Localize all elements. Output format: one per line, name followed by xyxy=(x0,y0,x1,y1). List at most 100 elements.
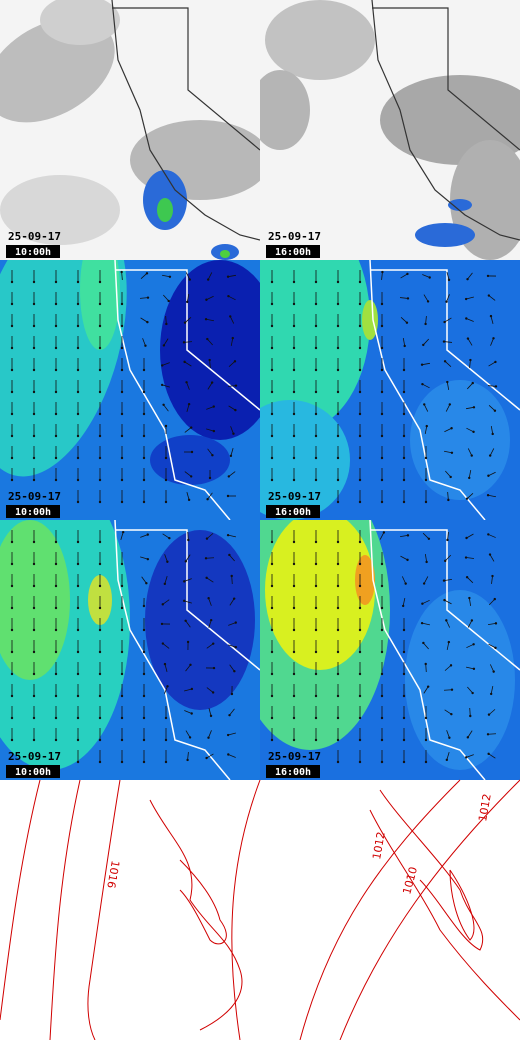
wind-arrow xyxy=(466,318,474,322)
wind-arrow-head xyxy=(471,381,474,385)
wind-arrow-head xyxy=(380,478,384,482)
wind-arrow-head xyxy=(465,317,468,320)
wind-arrow-head xyxy=(142,478,146,482)
wind-arrow-head xyxy=(32,368,36,372)
wind-arrow xyxy=(227,385,237,387)
wind-arrow xyxy=(400,316,408,324)
wind-arrow-head xyxy=(292,584,296,588)
wind-arrow-head xyxy=(76,280,80,284)
wind-arrow-head xyxy=(212,642,215,645)
wind-arrow-head xyxy=(54,716,58,720)
wind-arrow-head xyxy=(188,278,191,281)
wind-arrow-head xyxy=(76,500,80,504)
wind-arrow-head xyxy=(487,474,490,477)
wind-arrow-head xyxy=(32,584,36,588)
wind-arrow-head xyxy=(231,336,234,340)
wind-arrow xyxy=(446,730,450,738)
wind-arrow-head xyxy=(120,694,124,698)
wind-arrow-head xyxy=(292,434,296,438)
wind-arrow-head xyxy=(358,584,362,588)
wind-arrow-head xyxy=(233,670,236,673)
wind-arrow xyxy=(228,622,236,626)
wind-arrow xyxy=(207,338,213,346)
wind-arrow-head xyxy=(98,368,102,372)
wind-arrow-head xyxy=(450,451,454,454)
wind-arrow xyxy=(422,622,430,626)
wind-arrow xyxy=(447,491,449,501)
wind-arrow-head xyxy=(54,540,58,544)
wind-arrow xyxy=(163,294,169,302)
wind-arrow-head xyxy=(448,403,452,406)
wind-arrow xyxy=(488,404,496,412)
wind-arrow-head xyxy=(492,337,495,340)
wind-arrow-head xyxy=(98,628,102,632)
wind-arrow-head xyxy=(186,758,189,762)
wind-arrow-head xyxy=(98,760,102,764)
wind-arrow xyxy=(467,448,473,456)
wind-arrow xyxy=(444,709,452,715)
wind-arrow-head xyxy=(76,694,80,698)
wind-arrow xyxy=(424,425,428,435)
wind-arrow-head xyxy=(98,478,102,482)
wind-arrow xyxy=(469,707,471,717)
wind-arrow-head xyxy=(164,424,168,428)
wind-arrow-head xyxy=(487,713,491,716)
wind-arrow-head xyxy=(422,343,425,347)
wind-arrow xyxy=(121,271,123,281)
wind-arrow-head xyxy=(32,650,36,654)
wind-arrow-head xyxy=(54,456,58,460)
wind-arrow-head xyxy=(164,716,168,720)
wind-arrow xyxy=(444,599,452,605)
wind-arrow-head xyxy=(404,582,407,585)
wind-arrow-head xyxy=(358,324,362,328)
wind-arrow-head xyxy=(120,738,124,742)
wind-arrow-head xyxy=(270,280,274,284)
wind-arrow-head xyxy=(382,531,386,534)
wind-arrow-head xyxy=(120,302,124,306)
wind-arrow-head xyxy=(445,619,448,622)
wind-arrow xyxy=(488,534,496,538)
wind-arrow xyxy=(162,384,170,388)
wind-arrow xyxy=(162,533,170,539)
wind-arrow xyxy=(402,337,406,347)
time-label: 10:00h xyxy=(15,767,51,778)
wind-arrow-head xyxy=(336,500,340,504)
wind-arrow-head xyxy=(120,390,124,394)
wind-arrow-head xyxy=(32,628,36,632)
wind-arrow-head xyxy=(314,584,318,588)
wind-arrow xyxy=(423,686,429,694)
wind-arrow-head xyxy=(270,650,274,654)
wind-arrow-head xyxy=(425,424,428,428)
wind-arrow-head xyxy=(380,346,384,350)
wind-arrow xyxy=(207,382,213,390)
wind-arrow-head xyxy=(76,562,80,566)
wind-arrow xyxy=(444,427,452,433)
wind-arrow-head xyxy=(120,606,124,610)
wind-arrow xyxy=(229,598,235,606)
wind-arrow xyxy=(468,597,472,607)
wind-arrow-head xyxy=(424,760,428,764)
wind-arrow-head xyxy=(206,337,209,341)
wind-arrow xyxy=(444,665,452,671)
wind-arrow-head xyxy=(10,434,14,438)
wind-arrow-head xyxy=(32,280,36,284)
wind-arrow xyxy=(184,427,192,433)
wind-arrow-head xyxy=(207,597,210,600)
wind-arrow-head xyxy=(10,324,14,328)
wind-arrow-head xyxy=(183,360,186,364)
wind-arrow-head xyxy=(54,280,58,284)
wind-arrow xyxy=(229,316,235,324)
wind-arrow-head xyxy=(228,553,231,557)
wind-arrow-head xyxy=(120,412,124,416)
wind-arrow-head xyxy=(98,562,102,566)
wind-arrow-head xyxy=(336,302,340,306)
wind-arrow-head xyxy=(142,672,146,676)
wind-arrow-head xyxy=(270,324,274,328)
wind-arrow xyxy=(422,274,430,278)
wind-arrow-head xyxy=(211,691,215,694)
wind-arrow xyxy=(490,338,494,346)
wind-arrow-head xyxy=(466,277,469,281)
wind-arrow xyxy=(488,471,496,477)
wind-panel: 25-09-17 16:00h xyxy=(260,260,520,520)
wind-arrow-head xyxy=(145,582,148,585)
